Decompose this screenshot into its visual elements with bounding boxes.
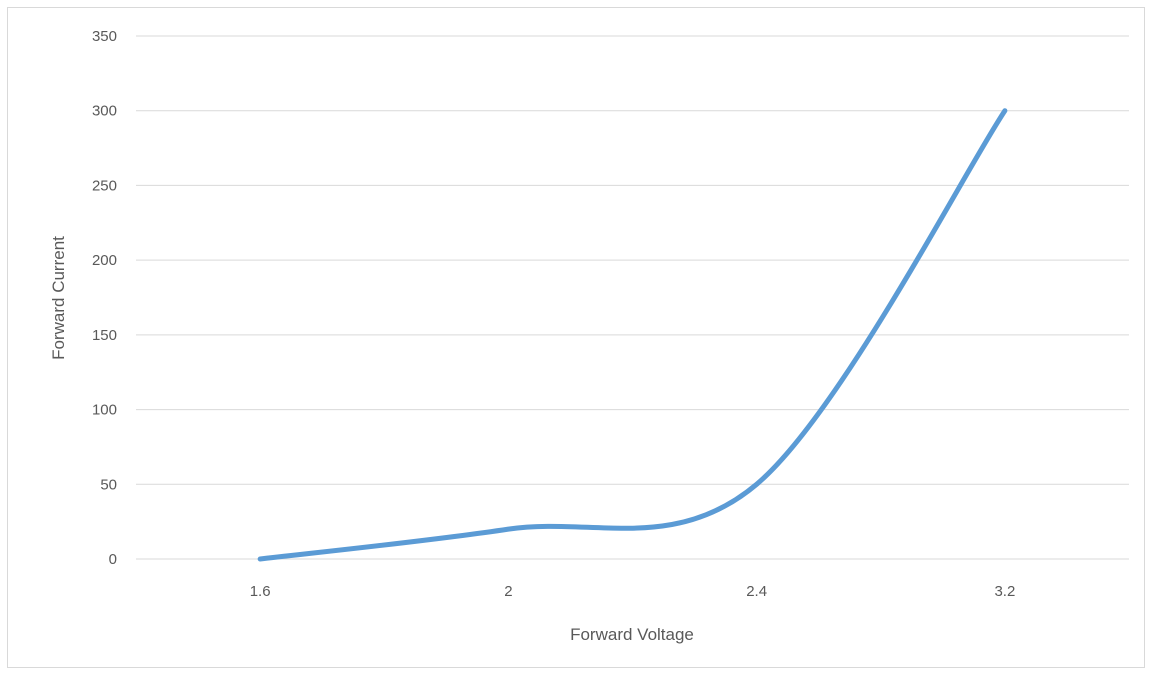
x-axis-tick-labels: 1.6 2 2.4 3.2 bbox=[250, 583, 1016, 600]
x-axis-title: Forward Voltage bbox=[570, 625, 694, 644]
x-tick-label: 2.4 bbox=[746, 583, 767, 600]
y-axis-title: Forward Current bbox=[49, 236, 68, 360]
y-tick-label: 50 bbox=[100, 476, 117, 493]
y-tick-label: 250 bbox=[92, 177, 117, 194]
series-line-0 bbox=[257, 108, 1008, 562]
gridlines bbox=[136, 35, 1129, 560]
y-tick-label: 200 bbox=[92, 252, 117, 269]
x-tick-label: 1.6 bbox=[250, 583, 271, 600]
y-tick-label: 150 bbox=[92, 327, 117, 344]
x-tick-label: 2 bbox=[504, 583, 512, 600]
x-tick-label: 3.2 bbox=[994, 583, 1015, 600]
series-lines bbox=[257, 108, 1008, 562]
chart-area bbox=[7, 7, 1145, 668]
y-tick-label: 300 bbox=[92, 103, 117, 120]
y-axis-tick-labels: 0 50 100 150 200 250 300 350 bbox=[92, 28, 117, 568]
y-tick-label: 100 bbox=[92, 402, 117, 419]
y-tick-label: 0 bbox=[109, 551, 117, 568]
y-tick-label: 350 bbox=[92, 28, 117, 45]
